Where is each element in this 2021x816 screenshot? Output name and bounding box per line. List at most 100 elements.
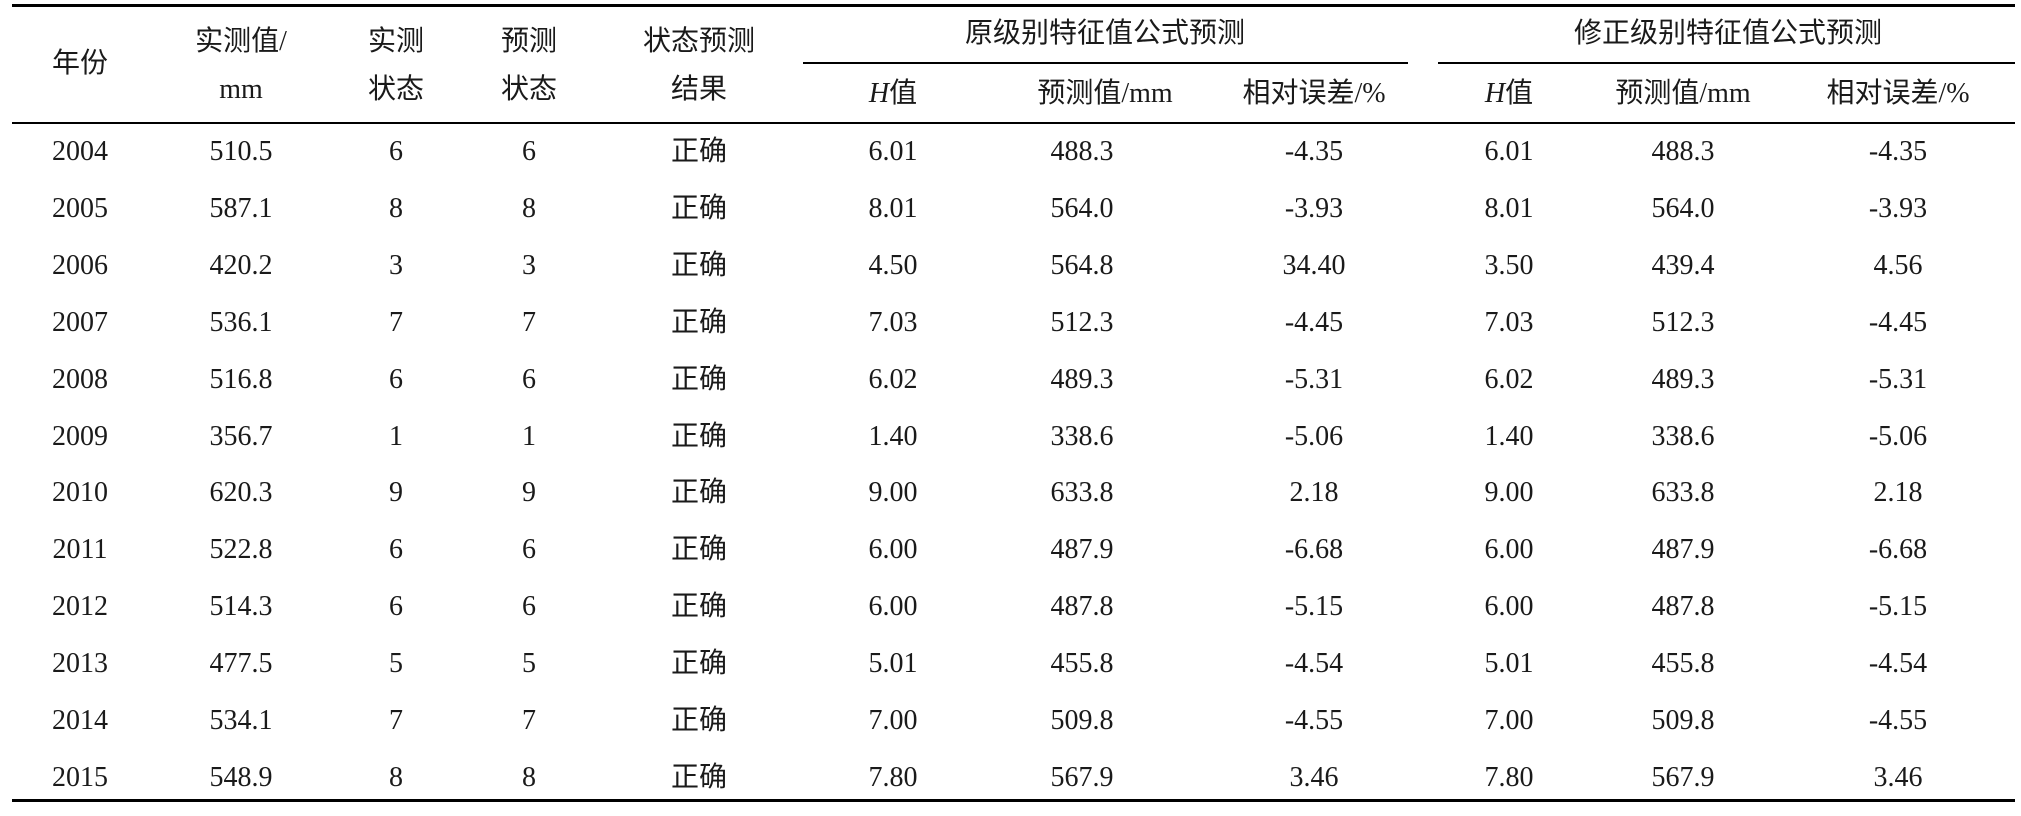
header-state-result-line1: 状态预测 (642, 26, 756, 57)
cell-corrected-error: -3.93 (1868, 192, 1928, 224)
cell-corrected-predicted: 509.8 (1651, 705, 1715, 736)
subheader-original-predicted: 预测值/mm (1037, 78, 1173, 109)
cell-measured-state: 9 (389, 477, 403, 509)
cell-corrected-predicted: 487.8 (1651, 591, 1715, 623)
header-group-corrected: 修正级别特征值公式预测 (1573, 18, 1883, 49)
cell-measured-state: 1 (389, 420, 403, 452)
header-state-result-line2: 结果 (670, 74, 728, 105)
cell-original-h: 7.03 (868, 306, 918, 338)
cell-year: 2007 (52, 306, 108, 338)
cell-corrected-h: 6.00 (1484, 534, 1534, 566)
cell-measured-state: 8 (389, 192, 403, 224)
cell-corrected-h: 8.01 (1484, 192, 1534, 224)
cell-original-predicted: 455.8 (1050, 648, 1114, 680)
cell-predicted-state: 5 (522, 648, 536, 680)
cell-original-h: 1.40 (868, 420, 918, 452)
cell-measured-state: 8 (389, 761, 403, 793)
cell-year: 2014 (52, 705, 108, 736)
cell-state-result: 正确 (670, 648, 728, 680)
cell-original-h: 5.01 (868, 648, 918, 680)
cell-state-result: 正确 (670, 136, 728, 167)
cell-predicted-state: 8 (522, 192, 536, 224)
group-rule-original (803, 62, 1408, 64)
cell-corrected-h: 7.80 (1484, 761, 1534, 793)
cell-year: 2008 (52, 363, 108, 395)
cell-original-predicted: 487.8 (1050, 591, 1114, 623)
cell-measured-state: 7 (389, 705, 403, 736)
top-rule (12, 4, 2015, 7)
cell-original-h: 7.80 (868, 761, 918, 793)
cell-corrected-error: -4.35 (1868, 136, 1928, 167)
cell-original-error: -4.55 (1284, 705, 1344, 736)
cell-measured-state: 3 (389, 249, 403, 281)
cell-corrected-error: 4.56 (1873, 249, 1923, 281)
cell-corrected-predicted: 633.8 (1651, 477, 1715, 509)
cell-measured-value: 587.1 (209, 192, 273, 224)
cell-corrected-h: 5.01 (1484, 648, 1534, 680)
cell-state-result: 正确 (670, 591, 728, 623)
cell-predicted-state: 6 (522, 534, 536, 566)
cell-year: 2012 (52, 591, 108, 623)
subheader-corrected-h: H值 (1484, 78, 1534, 109)
cell-measured-value: 536.1 (209, 306, 273, 338)
cell-measured-value: 522.8 (209, 534, 273, 566)
header-state-result: 状态预测 结果 (643, 18, 755, 114)
cell-state-result: 正确 (670, 306, 728, 338)
cell-corrected-h: 6.00 (1484, 591, 1534, 623)
cell-measured-value: 516.8 (209, 363, 273, 395)
cell-corrected-error: -5.15 (1868, 591, 1928, 623)
cell-corrected-error: -4.54 (1868, 648, 1928, 680)
header-predicted-state: 预测 状态 (501, 18, 557, 114)
cell-corrected-error: -4.55 (1868, 705, 1928, 736)
cell-original-error: -5.06 (1284, 420, 1344, 452)
cell-corrected-error: -6.68 (1868, 534, 1928, 566)
cell-measured-state: 5 (389, 648, 403, 680)
header-measured-value-line2: mm (219, 74, 263, 105)
cell-measured-value: 510.5 (209, 136, 273, 167)
cell-original-h: 6.00 (868, 591, 918, 623)
cell-corrected-predicted: 512.3 (1651, 306, 1715, 338)
cell-predicted-state: 6 (522, 136, 536, 167)
cell-original-error: 3.46 (1289, 761, 1339, 793)
cell-original-predicted: 488.3 (1050, 136, 1114, 167)
cell-year: 2006 (52, 249, 108, 281)
cell-original-h: 6.02 (868, 363, 918, 395)
cell-original-error: 2.18 (1289, 477, 1339, 509)
cell-original-error: -4.35 (1284, 136, 1344, 167)
cell-original-h: 8.01 (868, 192, 918, 224)
header-year: 年份 (51, 48, 109, 79)
cell-state-result: 正确 (670, 363, 728, 395)
cell-original-h: 9.00 (868, 477, 918, 509)
cell-original-predicted: 564.8 (1050, 249, 1114, 281)
cell-state-result: 正确 (670, 249, 728, 281)
cell-corrected-error: -4.45 (1868, 306, 1928, 338)
subheader-corrected-predicted: 预测值/mm (1615, 78, 1751, 109)
cell-original-error: -6.68 (1284, 534, 1344, 566)
cell-predicted-state: 8 (522, 761, 536, 793)
cell-corrected-h: 7.03 (1484, 306, 1534, 338)
cell-year: 2011 (52, 534, 108, 566)
cell-original-predicted: 509.8 (1050, 705, 1114, 736)
cell-original-predicted: 487.9 (1050, 534, 1114, 566)
cell-predicted-state: 1 (522, 420, 536, 452)
cell-original-predicted: 564.0 (1050, 192, 1114, 224)
cell-original-h: 4.50 (868, 249, 918, 281)
cell-year: 2004 (52, 136, 108, 167)
cell-corrected-predicted: 487.9 (1651, 534, 1715, 566)
cell-measured-value: 620.3 (209, 477, 273, 509)
cell-measured-value: 420.2 (209, 249, 273, 281)
cell-measured-state: 6 (389, 534, 403, 566)
header-measured-state-line1: 实测 (367, 26, 425, 57)
cell-corrected-predicted: 338.6 (1651, 420, 1715, 452)
cell-year: 2013 (52, 648, 108, 680)
subheader-corrected-error: 相对误差/% (1826, 78, 1970, 109)
cell-corrected-h: 3.50 (1484, 249, 1534, 281)
header-predicted-state-line2: 状态 (500, 74, 558, 105)
cell-measured-value: 477.5 (209, 648, 273, 680)
cell-original-error: -4.45 (1284, 306, 1344, 338)
cell-measured-value: 514.3 (209, 591, 273, 623)
cell-measured-value: 534.1 (209, 705, 273, 736)
cell-predicted-state: 6 (522, 591, 536, 623)
cell-measured-state: 6 (389, 591, 403, 623)
header-measured-value: 实测值/ mm (195, 18, 287, 114)
